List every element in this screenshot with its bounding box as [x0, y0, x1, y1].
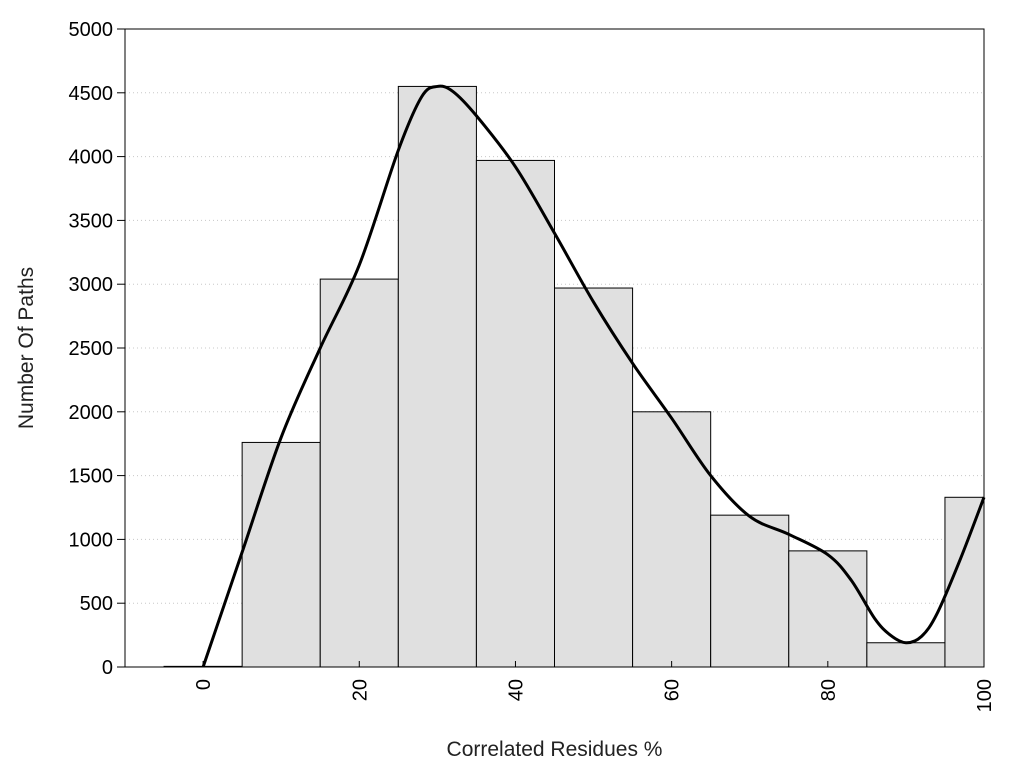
- y-axis-ticks: 0 500 1000 1500 2000 2500 3000 3500 4000 4500 5000: [69, 19, 125, 679]
- x-tick-label: 60: [662, 679, 684, 701]
- y-tick-label: 2000: [69, 402, 114, 424]
- histogram-bar: [788, 550, 868, 668]
- histogram-bar: [319, 278, 399, 668]
- y-tick-label: 1500: [69, 466, 114, 488]
- y-tick-label: 5000: [69, 19, 114, 41]
- x-tick-label: 20: [349, 679, 371, 701]
- histogram-bar: [866, 642, 946, 668]
- x-tick-label: 0: [193, 679, 215, 690]
- histogram-bar: [397, 85, 477, 668]
- histogram-bar: [241, 441, 321, 668]
- histogram-bar: [710, 514, 790, 668]
- y-tick-label: 0: [102, 657, 113, 679]
- x-tick-label: 40: [505, 679, 527, 701]
- x-axis-title: Correlated Residues %: [447, 738, 663, 761]
- y-tick-label: 500: [80, 593, 113, 615]
- y-tick-label: 4500: [69, 83, 114, 105]
- y-axis-title: Number Of Paths: [15, 267, 38, 429]
- y-tick-label: 3000: [69, 274, 114, 296]
- density-curve-layer: [201, 84, 986, 668]
- histogram-bar: [475, 159, 555, 668]
- x-tick-label: 80: [818, 679, 840, 701]
- x-tick-label: 100: [974, 679, 996, 712]
- y-tick-label: 1000: [69, 529, 114, 551]
- y-tick-label: 4000: [69, 147, 114, 169]
- histogram-bars: [163, 85, 985, 668]
- density-curve: [201, 84, 986, 668]
- y-tick-label: 2500: [69, 338, 114, 360]
- histogram-bar: [632, 411, 712, 668]
- y-tick-label: 3500: [69, 210, 114, 232]
- x-axis-ticks: 0 20 40 60 80 100: [193, 661, 996, 712]
